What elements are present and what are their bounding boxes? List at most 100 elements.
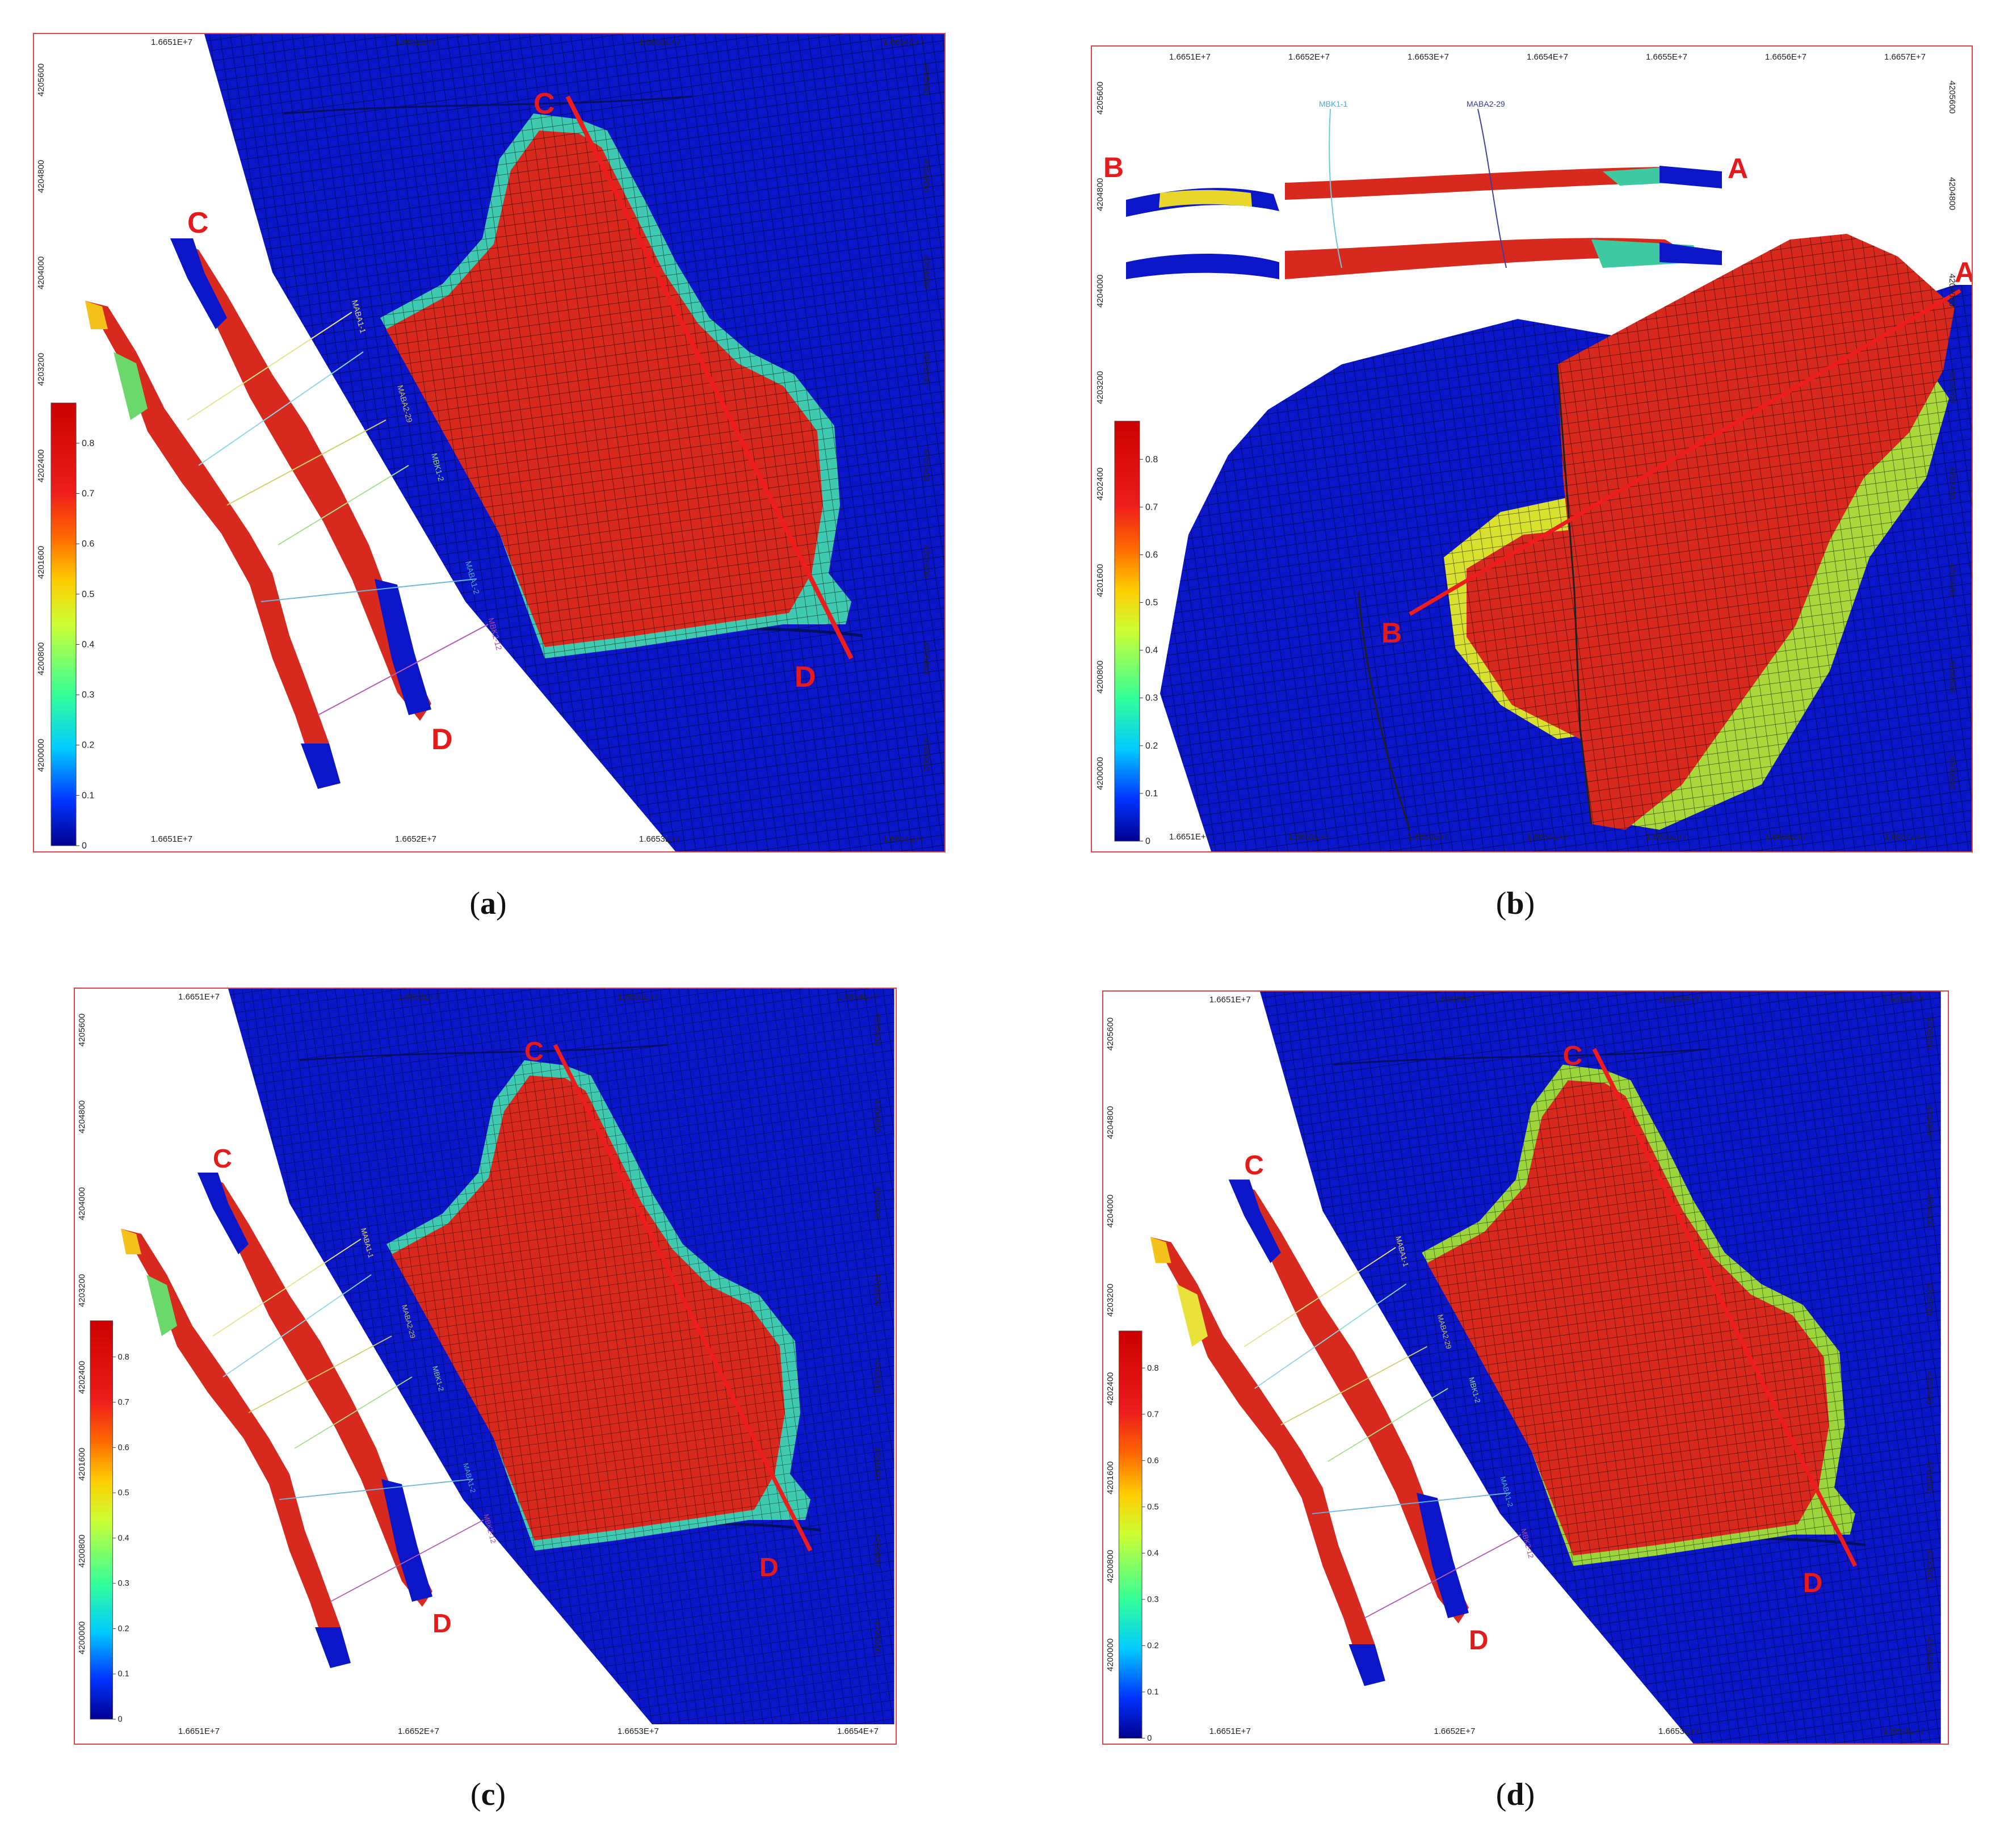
- x-tick-label: 1.6654E+7: [1883, 995, 1925, 1005]
- x-tick-label: 1.6653E+7: [639, 37, 680, 47]
- caption-b: (b): [1495, 886, 1535, 921]
- fault-seam: [283, 95, 693, 115]
- y-tick-label: 4204000: [1925, 1194, 1934, 1227]
- section-line-ab: [1409, 288, 1961, 616]
- y-tick-label: 4200800: [921, 641, 931, 675]
- y-tick-label: 4205600: [1095, 81, 1105, 115]
- caption-c: (c): [470, 1777, 506, 1812]
- colorbar-tick-label: 0.1: [1147, 1688, 1158, 1697]
- colorbar-tick-label: 0.1: [82, 791, 94, 800]
- fault-seam: [299, 1044, 668, 1061]
- y-tick-label: 4202400: [36, 449, 46, 482]
- x-tick-label: 1.6653E+7: [1408, 832, 1449, 842]
- colorbar-tick-label: 0.6: [82, 539, 94, 549]
- section-point-label: C: [1563, 1041, 1583, 1071]
- y-tick-label: 4202400: [872, 1360, 882, 1393]
- x-tick-label: 1.6651E+7: [151, 37, 192, 47]
- colorbar-tick-label: 0.4: [1147, 1549, 1158, 1558]
- y-tick-label: 4203200: [77, 1274, 87, 1307]
- colorbar-tick-label: 0.1: [1145, 789, 1158, 799]
- well-track: [330, 1519, 484, 1602]
- y-tick-label: 4200800: [1925, 1549, 1934, 1582]
- colorbar-tick-label: 0: [1147, 1734, 1152, 1743]
- x-tick-label: 1.6652E+7: [1288, 52, 1330, 62]
- section-point-label: D: [1469, 1626, 1489, 1656]
- y-tick-label: 4204800: [921, 159, 931, 192]
- x-tick-label: 1.6651E+7: [151, 834, 192, 844]
- section-strip: [1285, 167, 1694, 200]
- x-tick-label: 1.6655E+7: [1646, 832, 1687, 842]
- colorbar-tick-label: 0.1: [118, 1670, 129, 1679]
- y-tick-label: 4204800: [36, 159, 46, 193]
- colorbar-tick-label: 0.2: [1145, 741, 1158, 751]
- y-tick-label: 4204800: [1925, 1105, 1934, 1139]
- x-tick-label: 1.6651E+7: [1209, 1727, 1251, 1736]
- colorbar-tick-label: 0.5: [1147, 1502, 1158, 1511]
- y-tick-label: 4204800: [1095, 178, 1105, 211]
- y-tick-label: 4200000: [1947, 756, 1957, 789]
- x-tick-label: 1.6651E+7: [1169, 832, 1211, 842]
- section-point-label: A: [1728, 153, 1748, 184]
- section-strip-low: [301, 744, 341, 789]
- x-tick-label: 1.6654E+7: [883, 37, 925, 47]
- colorbar-tick-label: 0.8: [1145, 455, 1158, 464]
- y-tick-label: 4200000: [872, 1620, 882, 1654]
- x-tick-label: 1.6653E+7: [1658, 995, 1700, 1005]
- section-strip-low: [381, 1479, 432, 1602]
- colorbar-tick-label: 0.5: [1145, 598, 1158, 608]
- mesh-grid: [1557, 234, 1955, 830]
- x-tick-label: 1.6656E+7: [1765, 832, 1806, 842]
- y-tick-label: 4202400: [77, 1360, 87, 1394]
- section-strip-mid: [114, 352, 148, 420]
- x-tick-label: 1.6652E+7: [1434, 995, 1476, 1005]
- colorbar-tick-label: 0.3: [1147, 1595, 1158, 1605]
- section-point-label: C: [187, 207, 209, 240]
- y-tick-label: 4204000: [77, 1187, 87, 1220]
- y-tick-label: 4204800: [872, 1099, 882, 1133]
- colorbar: [1114, 421, 1140, 842]
- y-tick-label: 4200000: [1925, 1637, 1934, 1671]
- section-strip-low: [1348, 1644, 1385, 1686]
- x-tick-label: 1.6652E+7: [395, 834, 436, 844]
- section-strip-mid: [1159, 190, 1252, 208]
- y-tick-label: 4204000: [921, 255, 931, 289]
- section-strip: [198, 1173, 432, 1607]
- x-tick-label: 1.6651E+7: [1169, 52, 1211, 62]
- x-tick-label: 1.6652E+7: [1288, 832, 1330, 842]
- y-tick-label: 4205600: [872, 1013, 882, 1046]
- section-point-label: D: [759, 1552, 779, 1582]
- y-tick-label: 4205600: [1947, 81, 1957, 114]
- section-strip-low: [1660, 242, 1722, 265]
- section-strip: [1150, 1237, 1375, 1650]
- x-tick-label: 1.6652E+7: [1434, 1727, 1476, 1736]
- y-tick-label: 4203200: [872, 1273, 882, 1307]
- panel-c: C D C D MABA1-1 MABA2-29 MBK1-2 MABA1-2 MBK2-12 0…: [74, 988, 897, 1745]
- well-track: [226, 419, 386, 506]
- x-tick-label: 1.6657E+7: [1884, 832, 1926, 842]
- section-point-label: A: [1955, 257, 1972, 288]
- y-tick-label: 4200000: [36, 738, 46, 772]
- y-tick-label: 4203200: [36, 352, 46, 386]
- y-tick-label: 4204000: [1095, 274, 1105, 308]
- colorbar-tick-label: 0.3: [118, 1579, 129, 1588]
- x-tick-label: 1.6652E+7: [398, 992, 439, 1002]
- well-track: [212, 1238, 362, 1337]
- x-tick-label: 1.6654E+7: [837, 992, 879, 1002]
- colorbar-tick-label: 0.4: [1145, 646, 1158, 656]
- colorbar-tick-label: 0.6: [1145, 550, 1158, 560]
- well-track: [1312, 1492, 1511, 1514]
- x-tick-label: 1.6657E+7: [1884, 52, 1926, 62]
- y-tick-label: 4201600: [77, 1447, 87, 1481]
- y-tick-label: 4200000: [1095, 757, 1105, 790]
- y-tick-label: 4205600: [921, 62, 931, 96]
- x-tick-label: 1.6656E+7: [1765, 52, 1806, 62]
- section-point-label: C: [524, 1036, 544, 1066]
- colorbar-tick-label: 0.8: [118, 1353, 129, 1362]
- well-track: [294, 1376, 413, 1449]
- section-line-cd: [553, 1044, 813, 1552]
- x-tick-label: 1.6651E+7: [178, 992, 220, 1002]
- y-tick-label: 4202400: [1925, 1371, 1934, 1405]
- well-track: [317, 624, 489, 716]
- y-tick-label: 4202400: [1095, 467, 1105, 501]
- colorbar-tick-label: 0.5: [118, 1489, 129, 1498]
